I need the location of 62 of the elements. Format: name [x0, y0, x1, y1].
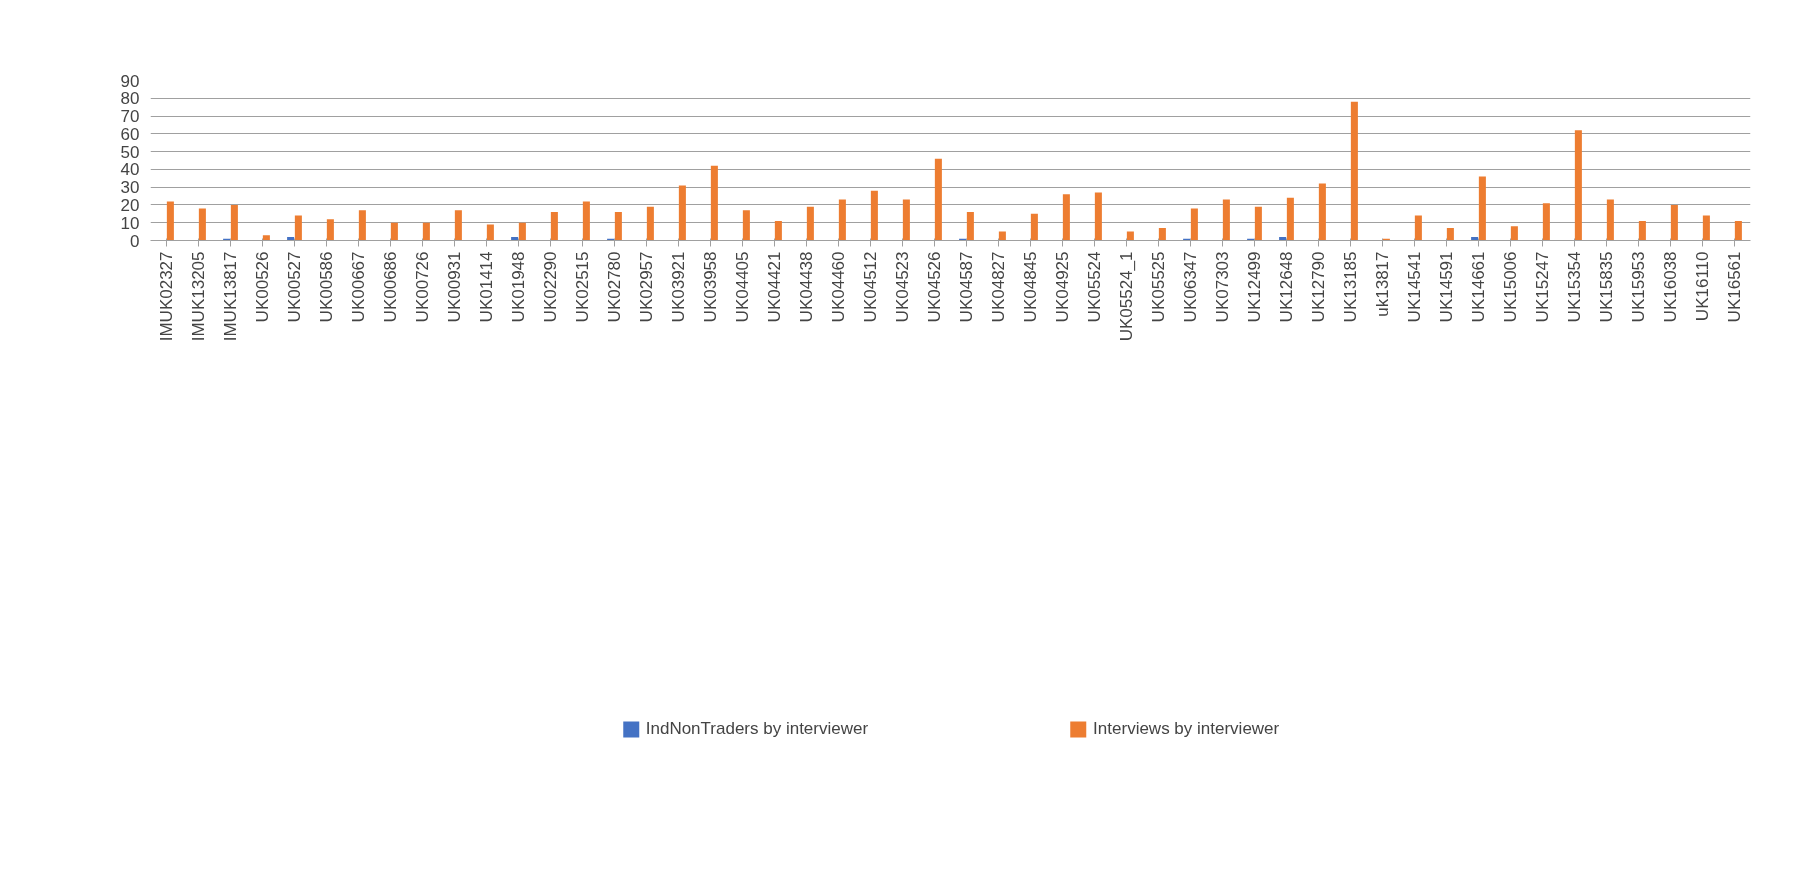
y-tick-label: 80: [120, 89, 140, 109]
x-tick-label: UK02957: [637, 251, 656, 323]
x-tick-label: UK15247: [1533, 251, 1552, 323]
x-tick-label: UK04845: [1021, 251, 1040, 323]
x-tick-label: UK03921: [669, 251, 688, 323]
x-tick-label: UK01414: [477, 251, 496, 323]
x-tick-label: UK00526: [253, 251, 272, 323]
y-tick-label: 10: [120, 213, 140, 233]
x-tick-label: UK16110: [1693, 251, 1712, 322]
x-tick-label: IMUK13205: [189, 251, 208, 342]
x-tick-label: UK15835: [1597, 251, 1616, 323]
x-tick-label: UK04421: [765, 251, 784, 323]
x-tick-label: UK04587: [957, 251, 976, 323]
y-tick-label: 60: [120, 124, 140, 144]
x-tick-label: IMUK13817: [221, 251, 240, 342]
y-tick-label: 0: [130, 231, 140, 251]
x-tick-label: UK16038: [1661, 251, 1680, 323]
x-tick-label: UK04512: [861, 251, 880, 323]
x-tick-label: UK00586: [317, 251, 336, 323]
y-tick-label: 90: [120, 71, 140, 91]
x-tick-label: UK02515: [573, 251, 592, 323]
x-tick-label: UK15953: [1629, 251, 1648, 323]
x-tick-label: uk13817: [1373, 251, 1392, 317]
x-tick-label: UK02780: [605, 251, 624, 323]
x-tick-label: UK01948: [509, 251, 528, 323]
y-tick-label: 50: [120, 142, 140, 162]
x-tick-label: UK05524_1: [1117, 251, 1136, 342]
x-tick-label: UK07303: [1213, 251, 1232, 323]
x-tick-label: UK14591: [1437, 251, 1456, 323]
x-tick-label: UK00931: [445, 251, 464, 323]
legend-label: Interviews by interviewer: [1093, 719, 1280, 739]
x-tick-label: IMUK02327: [157, 251, 176, 342]
x-tick-label: UK04925: [1053, 251, 1072, 323]
x-tick-label: UK03958: [701, 251, 720, 323]
x-tick-label: UK04438: [797, 251, 816, 323]
x-tick-label: UK14661: [1469, 251, 1488, 323]
x-tick-label: UK05525: [1149, 251, 1168, 323]
x-tick-label: UK02290: [541, 251, 560, 323]
x-tick-label: UK00726: [413, 251, 432, 323]
x-tick-label: UK00667: [349, 251, 368, 323]
x-tick-label: UK04827: [989, 251, 1008, 323]
x-tick-label: UK15006: [1501, 251, 1520, 323]
x-tick-label: UK04523: [893, 251, 912, 323]
y-tick-label: 70: [120, 107, 140, 127]
x-tick-label: UK15354: [1565, 251, 1584, 323]
x-tick-label: UK13185: [1341, 251, 1360, 323]
y-tick-label: 20: [120, 195, 140, 215]
y-tick-label: 40: [120, 160, 140, 180]
x-tick-label: UK04526: [925, 251, 944, 323]
x-tick-label: UK16561: [1725, 251, 1744, 323]
x-tick-label: UK12790: [1309, 251, 1328, 323]
x-tick-label: UK12648: [1277, 251, 1296, 323]
y-tick-label: 30: [120, 178, 140, 198]
x-tick-label: UK04405: [733, 251, 752, 323]
x-tick-label: UK06347: [1181, 251, 1200, 323]
legend-label: IndNonTraders by interviewer: [645, 719, 869, 739]
x-tick-label: UK14541: [1405, 251, 1424, 323]
x-tick-label: UK00527: [285, 251, 304, 323]
x-tick-label: UK00686: [381, 251, 400, 323]
x-tick-label: UK12499: [1245, 251, 1264, 323]
x-tick-label: UK05524: [1085, 251, 1104, 323]
x-tick-label: UK04460: [829, 251, 848, 323]
